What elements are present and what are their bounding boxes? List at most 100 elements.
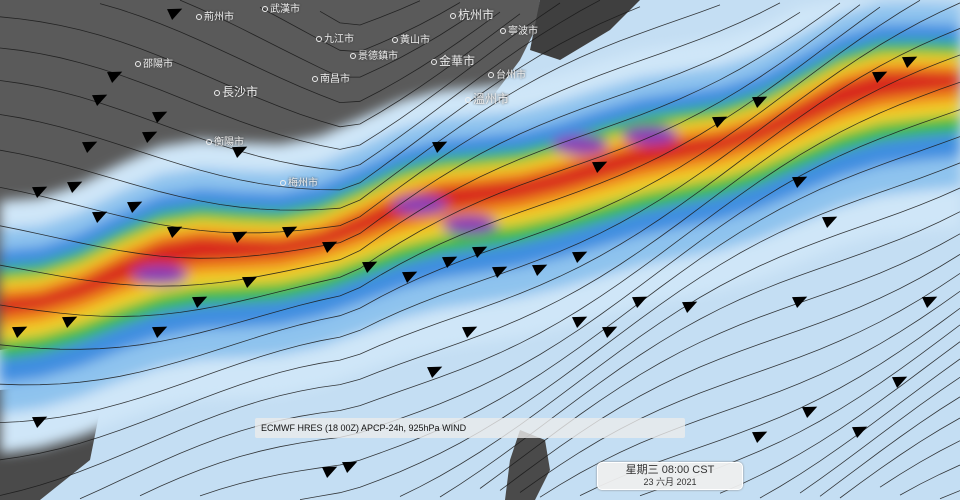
city-label: 九江市 xyxy=(316,30,354,45)
streamline xyxy=(0,2,561,150)
streamline xyxy=(0,11,801,259)
wind-arrow-icon xyxy=(342,461,358,473)
city-dot-icon xyxy=(392,37,398,43)
streamline xyxy=(0,54,960,496)
precip-max xyxy=(622,125,678,145)
city-label: 荊州市 xyxy=(196,8,234,23)
wind-arrow-icon xyxy=(152,326,168,338)
precip-max xyxy=(132,265,188,285)
wind-arrow-icon xyxy=(322,241,338,253)
wind-arrow-icon xyxy=(242,276,258,288)
wind-arrow-icon xyxy=(127,201,143,213)
luzon xyxy=(505,430,550,500)
streamline xyxy=(199,136,960,497)
wind-arrow-icon xyxy=(532,264,548,276)
map-title: ECMWF HRES (18 00Z) APCP-24h, 925hPa WIN… xyxy=(261,423,467,433)
wind-arrow-icon xyxy=(192,296,208,308)
city-label: 景德鎮市 xyxy=(350,47,398,62)
wind-arrow-icon xyxy=(682,301,698,313)
streamline xyxy=(799,376,960,494)
wind-arrow-icon xyxy=(167,226,183,238)
wind-arrow-icon xyxy=(282,226,298,238)
city-label: 衡陽市 xyxy=(206,133,244,148)
precip-max xyxy=(442,215,498,235)
city-dot-icon xyxy=(262,6,268,12)
wind-arrow-icon xyxy=(752,431,768,443)
wind-arrow-icon xyxy=(362,261,378,273)
city-label: 南昌市 xyxy=(312,70,350,85)
city-dot-icon xyxy=(450,12,456,19)
wind-arrows xyxy=(12,8,938,478)
wind-arrow-icon xyxy=(892,376,908,388)
city-label: 長沙市 xyxy=(214,83,258,100)
wind-arrow-icon xyxy=(92,211,108,223)
streamline xyxy=(719,341,960,494)
wind-arrow-icon xyxy=(592,161,608,173)
wind-arrow-icon xyxy=(802,406,818,418)
city-dot-icon xyxy=(431,58,437,65)
city-label: 寧波市 xyxy=(500,22,538,37)
wind-arrow-icon xyxy=(432,141,448,153)
city-label: 金華市 xyxy=(431,52,475,69)
streamline xyxy=(179,0,481,78)
wind-arrow-icon xyxy=(402,271,418,283)
map-title-bar: ECMWF HRES (18 00Z) APCP-24h, 925hPa WIN… xyxy=(255,418,685,438)
streamline xyxy=(839,417,960,499)
valid-time: 星期三 08:00 CST xyxy=(625,464,715,476)
wind-arrow-icon xyxy=(572,251,588,263)
city-dot-icon xyxy=(500,28,506,34)
streamline xyxy=(539,290,960,498)
wind-arrow-icon xyxy=(67,181,83,193)
city-dot-icon xyxy=(280,180,286,186)
city-label: 邵陽市 xyxy=(135,55,173,70)
city-dot-icon xyxy=(312,76,318,82)
wind-arrow-icon xyxy=(167,8,183,20)
city-dot-icon xyxy=(488,72,494,78)
wind-arrow-icon xyxy=(922,296,938,308)
wind-arrow-icon xyxy=(602,326,618,338)
city-label: 黃山市 xyxy=(392,31,430,46)
streamline xyxy=(0,28,960,461)
wind-arrow-icon xyxy=(572,316,588,328)
wind-arrow-icon xyxy=(872,71,888,83)
wind-arrow-icon xyxy=(492,266,508,278)
wind-arrow-icon xyxy=(822,216,838,228)
streamline xyxy=(519,273,960,493)
wind-arrow-icon xyxy=(902,56,918,68)
wind-arrow-icon xyxy=(792,296,808,308)
wind-arrow-icon xyxy=(232,231,248,243)
streamline xyxy=(299,162,960,500)
wind-arrow-icon xyxy=(62,316,78,328)
streamline xyxy=(319,0,421,26)
wind-arrow-icon xyxy=(152,111,168,123)
city-dot-icon xyxy=(206,139,212,145)
wind-arrow-icon xyxy=(442,256,458,268)
streamline xyxy=(0,13,521,128)
wind-arrow-icon xyxy=(12,326,28,338)
wind-arrow-icon xyxy=(322,466,338,478)
streamline xyxy=(399,187,960,497)
streamline xyxy=(0,4,861,317)
city-dot-icon xyxy=(214,89,220,96)
wind-arrow-icon xyxy=(712,116,728,128)
streamline xyxy=(819,396,960,497)
wind-arrow-icon xyxy=(92,94,108,106)
city-dot-icon xyxy=(135,61,141,67)
streamline xyxy=(879,440,960,488)
wind-arrow-icon xyxy=(427,366,443,378)
wind-arrow-icon xyxy=(107,71,123,83)
streamline xyxy=(0,2,841,287)
precip-max xyxy=(552,135,608,155)
city-label: 台州市 xyxy=(488,66,526,81)
wind-arrow-icon xyxy=(142,131,158,143)
streamline xyxy=(139,109,960,497)
wind-arrow-icon xyxy=(32,416,48,428)
wind-arrow-icon xyxy=(752,96,768,108)
streamline xyxy=(259,2,461,53)
wind-arrow-icon xyxy=(32,186,48,198)
city-dot-icon xyxy=(196,14,202,20)
valid-date: 23 六月 2021 xyxy=(643,477,697,487)
streamline xyxy=(0,2,960,423)
